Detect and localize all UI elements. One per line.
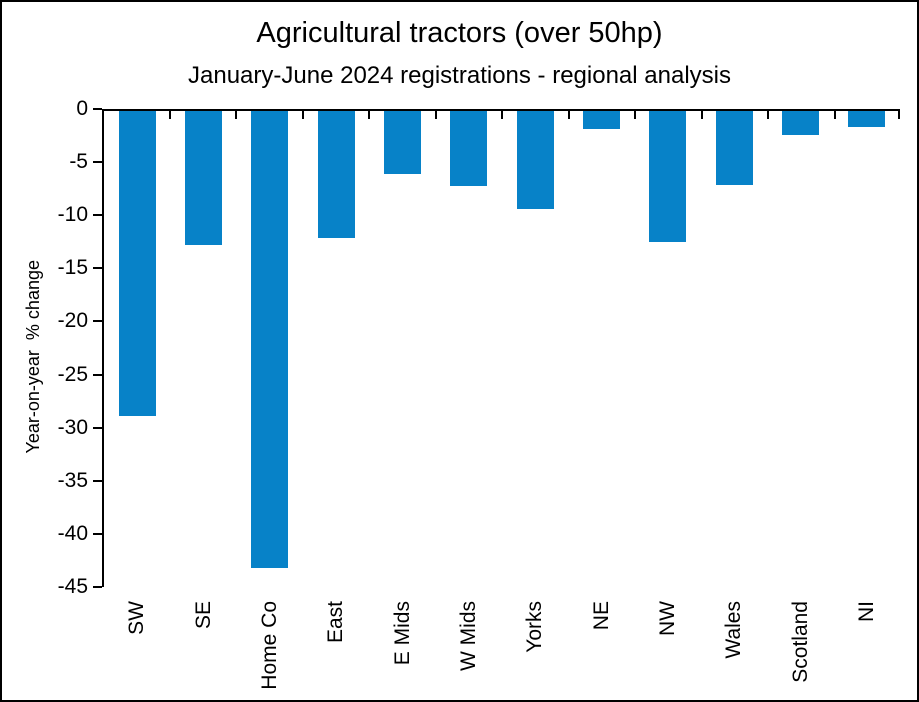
category-tick-mark [368, 109, 370, 119]
x-category-label-ni: NI [854, 601, 878, 622]
y-tick-label: -30 [57, 415, 88, 439]
x-category-label-se: SE [191, 601, 215, 630]
bar-scotland [782, 111, 819, 136]
x-category-label-east: East [324, 601, 348, 644]
bar-se [185, 111, 222, 246]
y-tick-mark [93, 214, 102, 217]
y-tick-label: -40 [57, 521, 88, 545]
chart-subtitle: January-June 2024 registrations - region… [188, 62, 731, 89]
y-tick-label: -20 [57, 309, 88, 333]
x-category-label-nw: NW [655, 601, 679, 636]
bar-wales [715, 111, 753, 186]
y-tick-label: -35 [57, 468, 88, 492]
y-tick-mark [93, 108, 102, 110]
y-tick-label: -15 [57, 256, 88, 280]
y-tick-mark [93, 373, 102, 376]
category-tick-mark [567, 109, 570, 119]
x-category-label-wales: Wales [722, 601, 746, 659]
x-category-label-yorks: Yorks [523, 601, 547, 653]
category-tick-mark [898, 109, 900, 119]
category-tick-mark [634, 109, 636, 119]
category-tick-mark [235, 109, 237, 119]
y-tick-mark [93, 532, 102, 535]
y-tick-mark [93, 267, 102, 270]
category-tick-mark [767, 109, 769, 119]
plot-area [102, 109, 900, 587]
bar-w-mids [450, 111, 488, 187]
x-category-label-w-mids: W Mids [456, 601, 480, 671]
x-category-label-e-mids: E Mids [390, 601, 414, 666]
bar-sw [118, 111, 156, 416]
y-tick-label: -25 [57, 362, 88, 386]
bar-home-co [251, 111, 289, 568]
y-tick-label: -10 [57, 203, 88, 227]
bar-yorks [516, 111, 554, 210]
x-category-label-ne: NE [589, 601, 613, 631]
y-tick-mark [93, 586, 102, 588]
y-tick-mark [93, 320, 102, 323]
bar-ni [848, 111, 886, 127]
y-tick-label: -5 [69, 150, 88, 174]
category-tick-mark [102, 109, 104, 119]
category-tick-mark [501, 109, 503, 119]
chart-title: Agricultural tractors (over 50hp) [256, 17, 663, 49]
x-category-label-scotland: Scotland [788, 601, 812, 683]
category-tick-mark [700, 109, 703, 119]
y-tick-mark [93, 479, 102, 482]
y-tick-label: -45 [57, 575, 88, 598]
category-tick-mark [301, 109, 304, 119]
y-tick-mark [93, 426, 102, 429]
y-tick-mark [93, 161, 102, 164]
bar-e-mids [384, 111, 421, 175]
bar-ne [583, 111, 620, 129]
category-tick-mark [434, 109, 437, 119]
y-axis-title: Year-on-year % change [23, 260, 43, 454]
category-tick-mark [833, 109, 836, 119]
bar-nw [649, 111, 687, 243]
x-category-label-home-co: Home Co [257, 601, 281, 690]
bar-east [317, 111, 355, 238]
x-category-label-sw: SW [125, 601, 149, 635]
category-tick-mark [168, 109, 171, 119]
y-tick-label: 0 [76, 97, 88, 120]
